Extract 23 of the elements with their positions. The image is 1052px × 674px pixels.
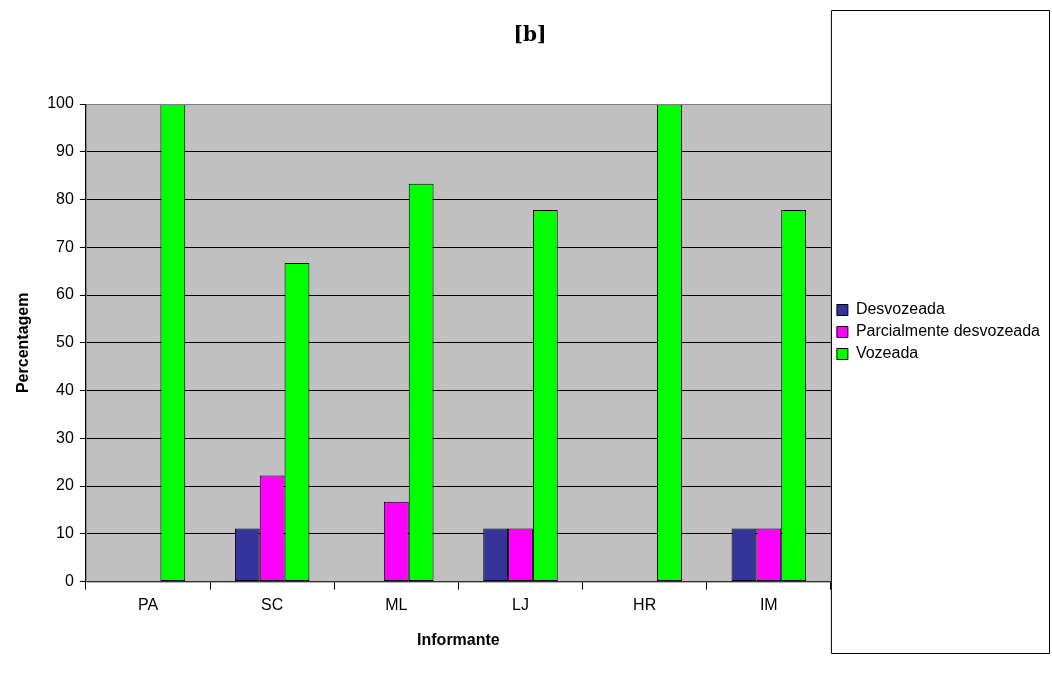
y-tick-label: 10 <box>56 524 74 542</box>
x-tick-label: PA <box>137 595 159 613</box>
y-tick-label: 90 <box>56 142 74 160</box>
legend-label: Desvozeada <box>855 300 945 318</box>
x-tick-label: LJ <box>512 595 529 613</box>
legend-label: Parcialmente desvozeada <box>855 322 1041 340</box>
x-tick-label: HR <box>633 595 657 613</box>
y-tick-label: 50 <box>56 333 74 351</box>
y-tick-label: 70 <box>56 237 74 255</box>
y-tick-label: 80 <box>56 189 74 207</box>
chart-title: [b] <box>513 22 547 47</box>
y-tick-label: 20 <box>56 476 74 494</box>
y-tick-label: 60 <box>56 285 74 303</box>
y-tick-label: 40 <box>56 380 74 398</box>
y-tick-label: 100 <box>47 94 74 112</box>
legend-label: Vozeada <box>855 344 919 362</box>
y-axis-title: Percentagem <box>14 292 32 394</box>
y-tick-label: 30 <box>56 428 74 446</box>
x-axis-title: Informante <box>417 630 500 648</box>
x-tick-label: IM <box>759 595 778 613</box>
x-tick-label: ML <box>385 595 408 613</box>
x-tick-label: SC <box>261 595 284 613</box>
y-tick-label: 0 <box>64 572 74 590</box>
